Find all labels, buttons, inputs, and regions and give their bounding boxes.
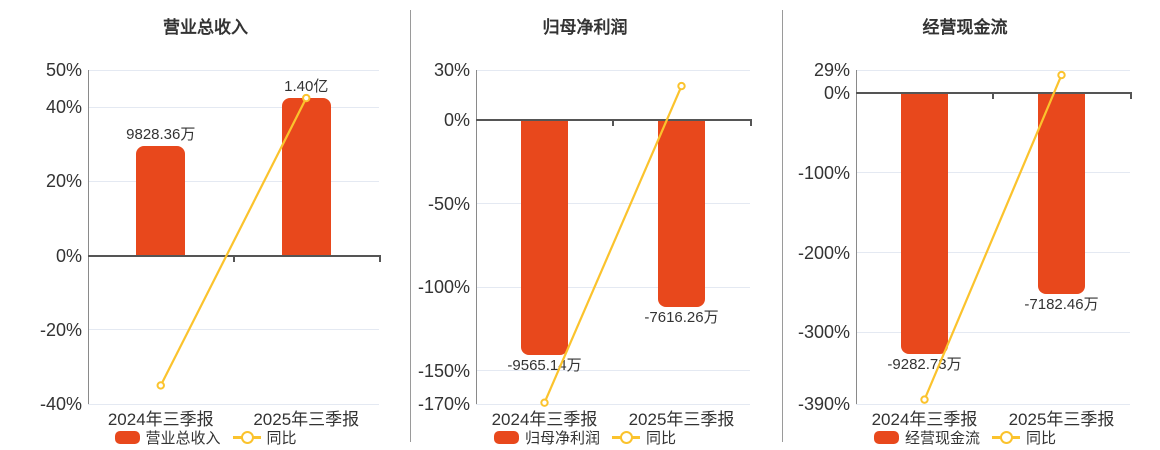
bar-value-label: -9565.14万	[507, 356, 582, 374]
legend-ring-icon	[240, 430, 254, 444]
legend-line-marker-icon	[612, 430, 640, 444]
legend-ring-icon	[620, 430, 633, 444]
y-axis-tick-label: 50%	[45, 60, 82, 80]
y-axis-tick-label: 20%	[45, 171, 82, 192]
bar-value-label: 1.40亿	[284, 78, 329, 96]
legend-ring-icon	[1000, 430, 1013, 444]
y-axis-tick-label: -20%	[39, 319, 82, 340]
y-axis-tick-label: 0%	[823, 83, 850, 104]
y-axis-tick-label: 29%	[813, 60, 850, 80]
y-axis-tick-label: -40%	[39, 394, 82, 414]
legend-item-net-profit[interactable]: 归母净利润	[493, 427, 600, 448]
legend-item-yoy[interactable]: 同比	[232, 427, 297, 448]
yoy-point-2025[interactable]	[1057, 70, 1066, 80]
gridline-net-profit	[476, 203, 750, 205]
legend-label: 营业总收入	[145, 429, 221, 447]
gridline-operating-cashflow	[856, 403, 1130, 405]
yoy-point-2024[interactable]	[156, 381, 165, 390]
gridline-total-revenue	[88, 106, 379, 108]
zero-axis-end-tick	[1130, 94, 1132, 100]
legend-label-yoy: 同比	[646, 429, 677, 447]
bar-value-label: -7616.26万	[644, 308, 719, 326]
y-axis-tick-label: 40%	[45, 97, 82, 118]
panel-divider-2	[782, 10, 783, 442]
chart-title-total-revenue: 营业总收入	[163, 18, 248, 37]
y-axis-line-operating-cashflow	[856, 70, 857, 404]
zero-axis-line-total-revenue	[88, 254, 381, 257]
x-category-label-2025: 2025年三季报	[628, 410, 735, 429]
yoy-point-2025[interactable]	[302, 93, 311, 103]
x-category-label-2025: 2025年三季报	[253, 410, 360, 429]
legend-line-marker-icon	[232, 430, 261, 444]
yoy-point-2025[interactable]	[677, 81, 686, 91]
y-axis-line-total-revenue	[88, 70, 89, 404]
zero-axis-mid-tick	[232, 256, 235, 262]
bar-operating-cashflow-2025[interactable]	[1038, 93, 1085, 294]
gridline-operating-cashflow	[856, 331, 1130, 333]
gridline-total-revenue	[88, 180, 379, 182]
gridline-net-profit	[476, 286, 750, 288]
gridline-total-revenue	[88, 69, 379, 71]
legend-total-revenue: 营业总收入 同比	[114, 427, 297, 448]
y-axis-tick-label: -50%	[427, 193, 470, 214]
legend-bar-swatch-icon	[873, 430, 899, 444]
yoy-point-2024[interactable]	[920, 395, 929, 404]
gridline-total-revenue	[88, 329, 379, 331]
panel-divider-1	[410, 10, 411, 442]
y-axis-tick-label: -100%	[417, 277, 470, 298]
y-axis-tick-label: -300%	[797, 322, 850, 343]
zero-axis-mid-tick	[992, 94, 994, 100]
gridline-total-revenue	[88, 403, 379, 405]
x-category-label-2024: 2024年三季报	[871, 410, 978, 429]
legend-bar-swatch-icon	[493, 430, 519, 444]
zero-axis-line-net-profit	[476, 119, 752, 122]
legend-label: 经营现金流	[904, 429, 980, 447]
y-axis-tick-label: -170%	[417, 394, 470, 414]
zero-axis-mid-tick	[612, 121, 614, 127]
zero-axis-end-tick	[379, 256, 381, 262]
y-axis-tick-label: -390%	[797, 394, 850, 414]
zero-axis-end-tick	[750, 121, 752, 127]
gridline-net-profit	[476, 69, 750, 71]
y-axis-tick-label: 0%	[443, 110, 470, 131]
gridline-operating-cashflow	[856, 252, 1130, 254]
chart-title-operating-cashflow: 经营现金流	[922, 18, 1008, 37]
bar-value-label: -9282.73万	[887, 355, 962, 373]
gridline-operating-cashflow	[856, 69, 1130, 71]
x-category-label-2025: 2025年三季报	[1008, 410, 1115, 429]
bar-total-revenue-2024[interactable]	[136, 145, 186, 256]
legend-item-total-revenue[interactable]: 营业总收入	[114, 427, 221, 448]
y-axis-tick-label: 30%	[433, 60, 470, 80]
yoy-point-2024[interactable]	[540, 398, 549, 407]
bar-operating-cashflow-2024[interactable]	[901, 93, 948, 354]
x-category-label-2024: 2024年三季报	[107, 410, 214, 429]
chart-title-net-profit: 归母净利润	[542, 18, 628, 37]
x-category-label-2024: 2024年三季报	[491, 410, 598, 429]
gridline-operating-cashflow	[856, 172, 1130, 174]
legend-item-yoy[interactable]: 同比	[612, 427, 676, 448]
legend-item-yoy[interactable]: 同比	[992, 427, 1056, 448]
y-axis-tick-label: -150%	[417, 360, 470, 381]
y-axis-tick-label: -200%	[797, 242, 850, 263]
zero-axis-line-operating-cashflow	[856, 92, 1132, 95]
y-axis-tick-label: 0%	[55, 245, 82, 266]
legend-item-operating-cashflow[interactable]: 经营现金流	[873, 427, 980, 448]
bar-value-label: 9828.36万	[126, 125, 196, 143]
y-axis-tick-label: -100%	[797, 162, 850, 183]
bar-net-profit-2025[interactable]	[658, 120, 705, 307]
legend-label-yoy: 同比	[266, 429, 297, 447]
legend-line-marker-icon	[992, 430, 1020, 444]
legend-bar-swatch-icon	[114, 430, 140, 444]
bar-total-revenue-2025[interactable]	[281, 98, 331, 256]
bar-value-label: -7182.46万	[1024, 295, 1099, 313]
bar-net-profit-2024[interactable]	[521, 120, 568, 355]
legend-net-profit: 归母净利润 同比	[493, 427, 676, 448]
legend-label: 归母净利润	[524, 429, 600, 447]
legend-label-yoy: 同比	[1026, 429, 1057, 447]
gridline-net-profit	[476, 403, 750, 405]
legend-operating-cashflow: 经营现金流 同比	[873, 427, 1056, 448]
y-axis-line-net-profit	[476, 70, 477, 404]
